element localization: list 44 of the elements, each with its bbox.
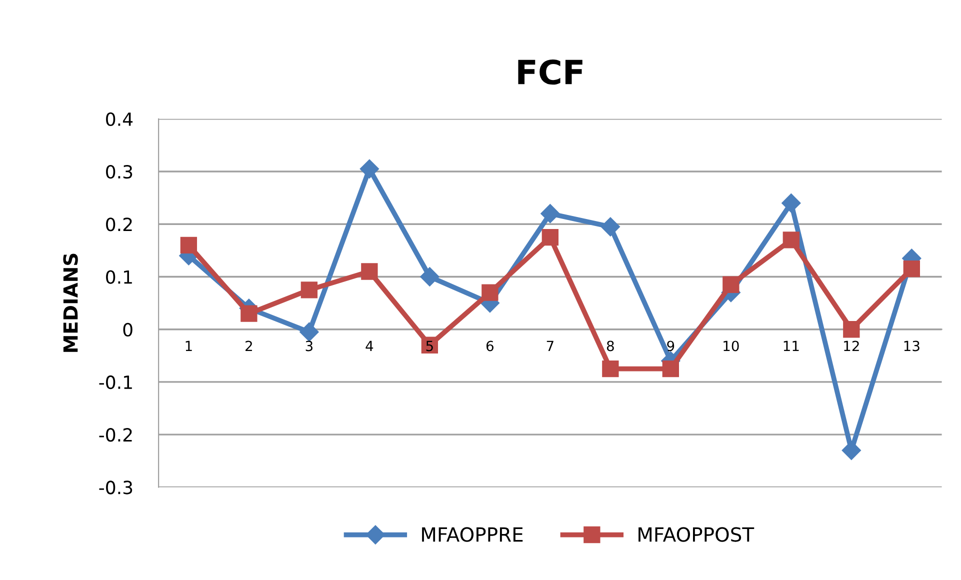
x-tick-label: 10 [724,340,739,352]
x-tick-label: 7 [546,340,554,352]
legend-label: MFAOPPRE [422,527,523,542]
point [300,282,318,298]
point [602,360,619,378]
y-axis-title: MEDIANS [63,254,78,352]
point [722,276,740,293]
point [240,305,258,322]
point [361,263,378,280]
point [542,228,559,246]
point [782,194,801,213]
y-tick-label: 0.1 [106,270,132,284]
x-tick-label: 8 [606,340,614,352]
x-tick-label: 13 [904,340,920,352]
y-tick-label: 0.4 [106,112,133,126]
x-tick-label: 5 [426,340,433,352]
y-tick-label: 0 [123,322,132,336]
point [662,360,679,378]
point [782,232,800,248]
y-tick-label: -0.2 [99,428,132,442]
point [843,321,860,338]
x-tick-label: 3 [306,340,312,352]
x-tick-label: 2 [246,340,252,352]
x-tick-label: 1 [186,340,192,352]
x-tick-label: 12 [844,340,859,352]
point [600,217,620,236]
chart-title: FCF [518,59,582,85]
point [300,322,319,342]
y-tick-label: 0.2 [106,218,132,232]
point [842,440,861,460]
point [360,159,379,178]
point [482,284,498,301]
y-tick-label: 0.3 [106,164,132,179]
point [540,204,560,224]
point [180,236,198,254]
legend-label: MFAOPPOST [638,527,754,542]
x-tick-label: 11 [784,340,799,352]
y-tick-label: -0.3 [99,480,132,494]
point [420,267,440,286]
x-tick-label: 9 [667,340,674,352]
point [903,260,920,278]
y-tick-label: -0.1 [99,375,132,390]
x-tick-label: 4 [366,340,374,352]
x-tick-label: 6 [486,340,494,352]
